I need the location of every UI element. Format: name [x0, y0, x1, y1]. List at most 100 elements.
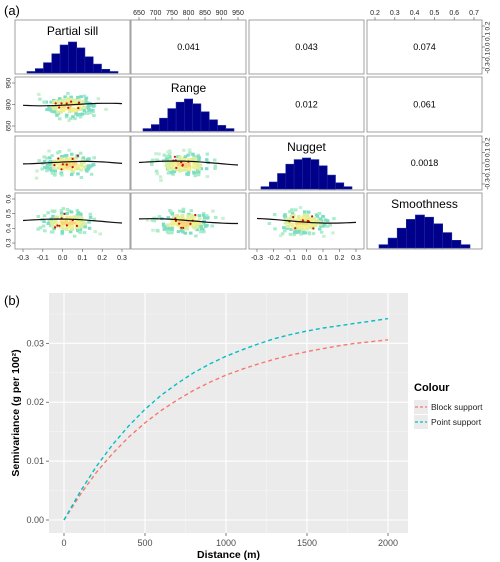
scatterplot-matrix: (a) Partial sill 0.041 0.043 0.074 Range 0.012…	[4, 3, 492, 262]
density-cell	[176, 155, 180, 159]
density-cell	[88, 103, 93, 107]
density-cell	[69, 117, 73, 121]
density-cell	[193, 160, 198, 164]
density-cell	[170, 222, 174, 226]
density-cell	[80, 223, 84, 227]
density-cell	[52, 166, 56, 170]
matrix-cell-border	[14, 135, 131, 191]
density-cell	[204, 167, 209, 171]
density-cell	[57, 150, 62, 154]
density-cell	[49, 164, 53, 168]
density-cell	[179, 221, 184, 225]
sample-point	[311, 215, 314, 218]
density-cell	[172, 170, 177, 174]
density-cell	[298, 206, 303, 209]
density-cell	[165, 161, 169, 165]
density-cell	[311, 232, 316, 236]
density-cell	[60, 173, 64, 177]
variable-label-smoothness: Smoothness	[391, 197, 458, 211]
density-cell	[53, 173, 57, 177]
density-cell	[45, 169, 49, 173]
correlation-value: 0.061	[413, 100, 436, 110]
density-cell	[325, 219, 330, 223]
density-cell	[50, 154, 54, 158]
density-cell	[47, 149, 51, 153]
density-cell	[178, 209, 182, 213]
density-cell	[72, 157, 76, 161]
density-cell	[66, 224, 70, 228]
density-cell	[48, 166, 53, 170]
x-axis-title: Distance (m)	[197, 549, 260, 561]
density-cell	[77, 113, 82, 117]
variable-label-partial-sill: Partial sill	[47, 24, 98, 38]
density-cell	[168, 209, 172, 212]
density-cell	[86, 103, 91, 107]
density-cell	[49, 221, 53, 225]
sample-point	[63, 212, 66, 215]
axis-tick-label: -0.3	[485, 178, 492, 190]
histogram-bar	[59, 44, 69, 74]
density-cell	[76, 167, 80, 171]
density-cell	[86, 106, 90, 110]
sample-point	[60, 168, 63, 171]
density-cell	[168, 227, 173, 231]
sample-point	[60, 102, 63, 105]
density-cell	[203, 216, 207, 220]
density-cell	[200, 227, 205, 231]
density-cell	[177, 161, 182, 165]
density-cell	[56, 99, 60, 102]
correlation-value: 0.0018	[411, 158, 439, 168]
density-cell	[38, 97, 42, 101]
density-cell	[73, 162, 77, 166]
density-cell	[165, 227, 169, 231]
density-cell	[61, 218, 66, 222]
density-cell	[58, 117, 62, 121]
density-cell	[82, 161, 86, 165]
axis-tick-label: -0.1	[485, 168, 492, 180]
matrix-cell-border	[248, 76, 365, 133]
matrix-cell-border	[366, 76, 483, 133]
density-cell	[41, 224, 46, 228]
density-cell	[72, 234, 77, 238]
density-cell	[84, 96, 88, 100]
sample-point	[71, 166, 74, 169]
density-cell	[185, 226, 189, 230]
density-cell	[87, 109, 91, 112]
density-cell	[308, 223, 313, 227]
density-cell	[87, 220, 91, 224]
matrix-cell-range-smoothness: 0.061	[413, 100, 436, 110]
axis-tick-label: -0.1	[37, 255, 49, 262]
sample-point	[75, 224, 78, 227]
density-cell	[92, 156, 96, 160]
density-cell	[162, 224, 166, 228]
sample-point	[57, 157, 60, 160]
smoothing-line	[138, 218, 238, 225]
density-cell	[80, 158, 85, 162]
density-cell	[325, 224, 330, 228]
density-cell	[68, 97, 73, 101]
axis-tick-label: 0.5	[430, 10, 440, 17]
density-cell	[64, 221, 69, 225]
density-cell	[154, 169, 159, 173]
histogram-bar	[343, 186, 353, 190]
density-cell	[192, 214, 197, 218]
density-cell	[198, 217, 202, 221]
density-cell	[70, 159, 74, 163]
density-cell	[197, 155, 201, 159]
density-cell	[324, 218, 328, 222]
histogram-bar	[92, 63, 102, 74]
axis-tick-label: 0.0	[485, 158, 492, 167]
density-cell	[80, 225, 84, 229]
density-cell	[282, 226, 286, 230]
density-cell	[157, 215, 162, 219]
density-cell	[173, 167, 177, 171]
density-cell	[161, 222, 166, 226]
density-cell	[301, 228, 305, 231]
density-cell	[290, 211, 295, 215]
axis-tick-label: 850	[199, 10, 211, 17]
density-cell	[77, 222, 81, 226]
axis-tick-label: 950	[232, 10, 244, 17]
density-cell	[318, 217, 323, 221]
density-cell	[188, 158, 192, 162]
density-cell	[86, 165, 90, 169]
